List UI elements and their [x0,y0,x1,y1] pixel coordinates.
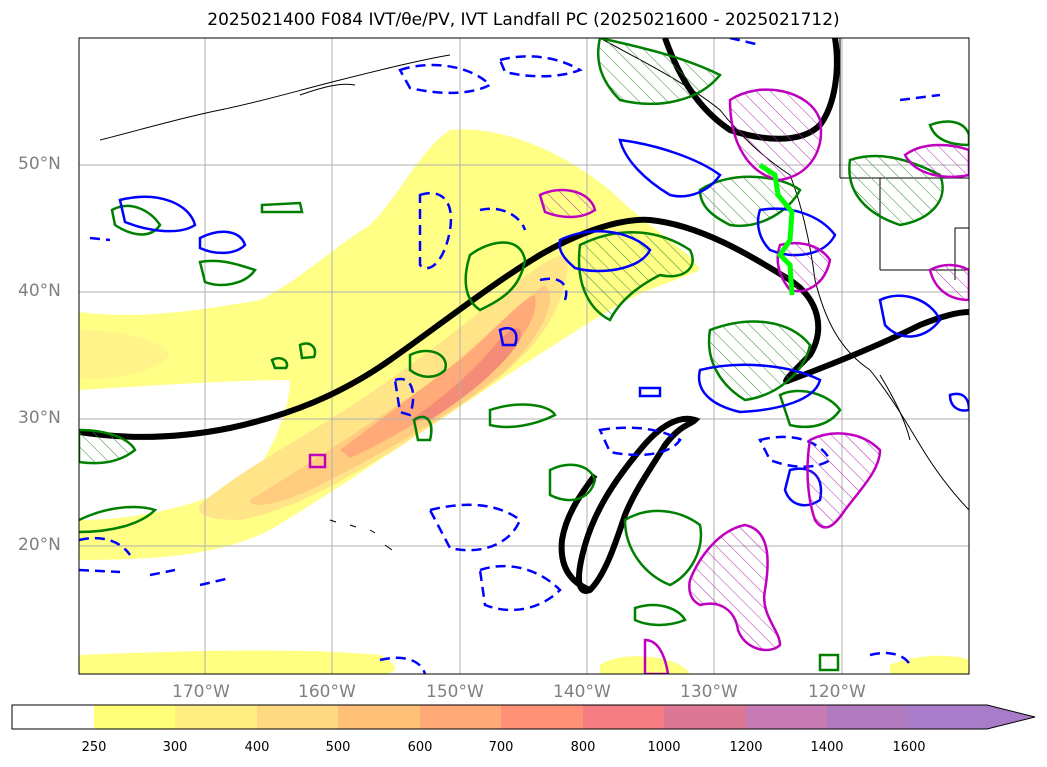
colorbar-tick-1600: 1600 [892,740,926,755]
colorbar-bin [94,705,175,729]
colorbar-bin [420,705,501,729]
colorbar-bin [338,705,420,729]
lon-label-130w: 130°W [680,682,738,702]
colorbar-bin [501,705,583,729]
lat-label-40n: 40°N [18,281,61,301]
colorbar-tick-1400: 1400 [810,740,844,755]
map-title: 2025021400 F084 IVT/θe/PV, IVT Landfall … [207,10,840,30]
colorbar-tick-1000: 1000 [647,740,681,755]
lon-label-140w: 140°W [553,682,611,702]
lat-label-50n: 50°N [18,154,61,174]
colorbar-tick-700: 700 [488,740,514,755]
map-frame [78,37,970,675]
colorbar-tick-500: 500 [325,740,351,755]
colorbar-bin [175,705,257,729]
colorbar-extend-arrow [909,705,1035,729]
colorbar-tick-1200: 1200 [729,740,763,755]
colorbar-bin [257,705,338,729]
colorbar-tick-300: 300 [162,740,188,755]
colorbar-tick-800: 800 [570,740,596,755]
colorbar [11,704,1036,730]
colorbar-tick-400: 400 [244,740,270,755]
lon-label-150w: 150°W [426,682,484,702]
colorbar-tick-600: 600 [407,740,433,755]
magenta-contours [308,88,969,674]
colorbar-bin [12,705,94,729]
colorbar-bin [746,705,827,729]
lon-label-170w: 170°W [172,682,230,702]
lat-label-30n: 30°N [18,408,61,428]
landfall-line [758,162,795,296]
colorbar-bin [664,705,746,729]
lon-label-160w: 160°W [298,682,356,702]
lon-label-120w: 120°W [808,682,866,702]
lat-label-20n: 20°N [18,535,61,555]
green-contours [79,38,969,672]
colorbar-tick-250: 250 [81,740,107,755]
blue-dashed-contours [79,38,941,674]
colorbar-bin [583,705,664,729]
colorbar-bin [827,705,909,729]
